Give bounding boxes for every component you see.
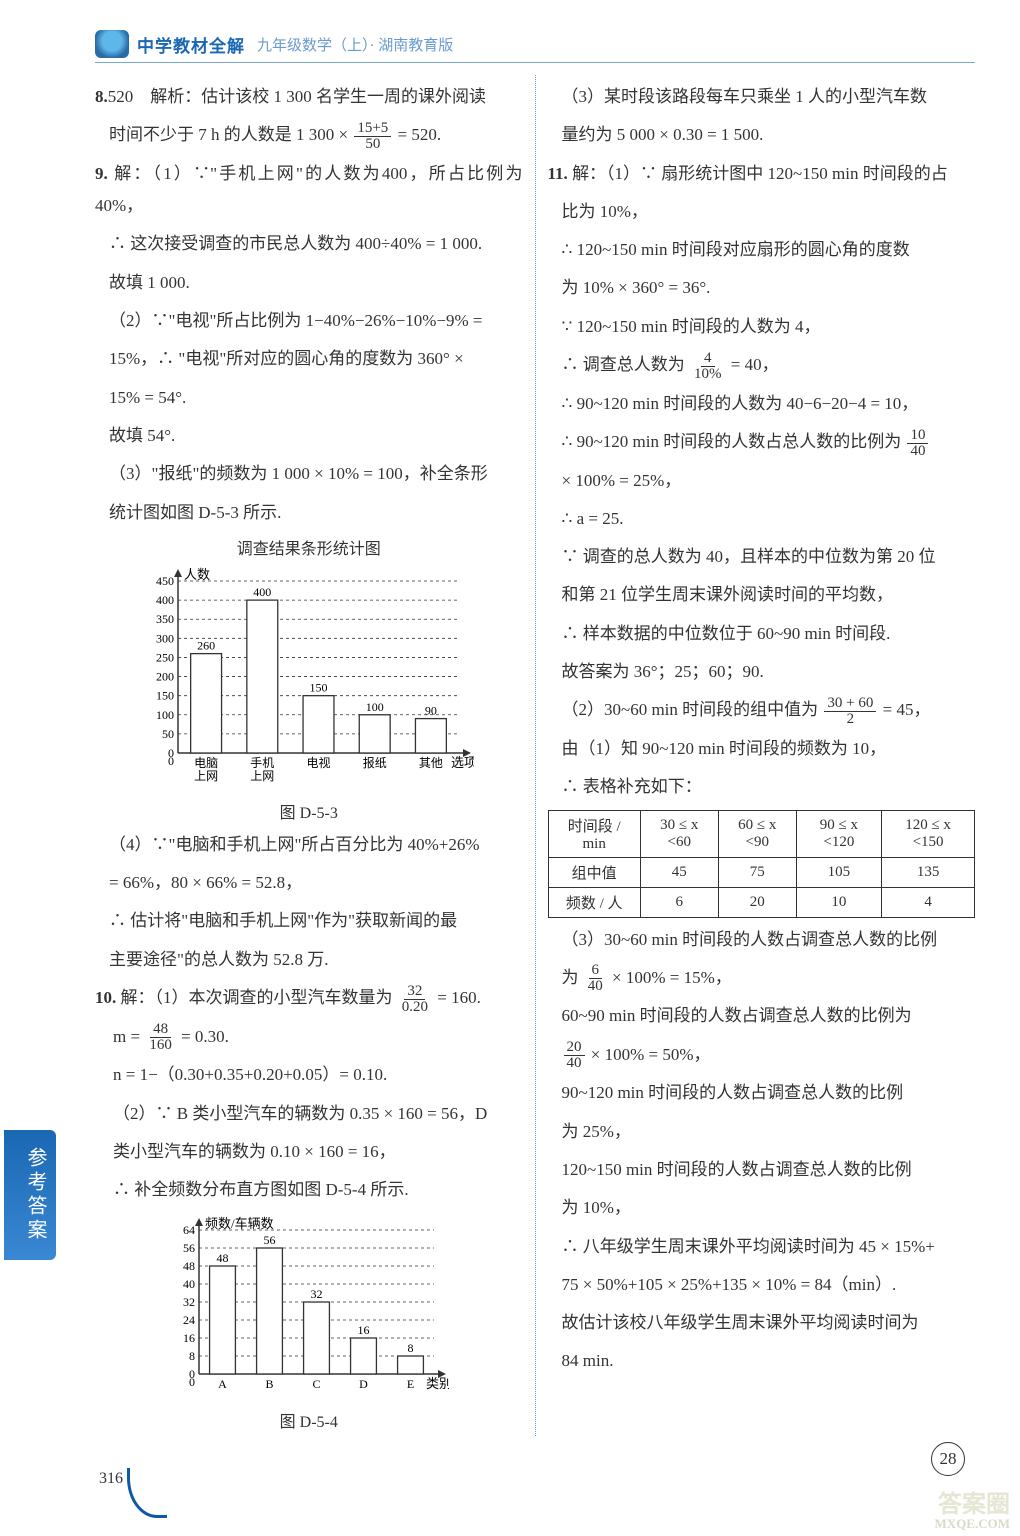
svg-text:上网: 上网	[250, 769, 274, 783]
page-number: 316	[95, 1468, 167, 1518]
svg-text:16: 16	[357, 1323, 369, 1337]
svg-text:350: 350	[156, 612, 174, 626]
column-divider	[535, 75, 536, 1436]
svg-text:A: A	[218, 1377, 227, 1391]
svg-text:0: 0	[168, 754, 174, 768]
svg-text:上网: 上网	[194, 769, 218, 783]
svg-text:32: 32	[183, 1295, 195, 1309]
svg-text:100: 100	[156, 708, 174, 722]
q11-label: 11.	[548, 164, 568, 183]
svg-text:其他: 其他	[419, 756, 443, 770]
svg-text:200: 200	[156, 669, 174, 683]
svg-text:8: 8	[189, 1349, 195, 1363]
header-title: 中学教材全解	[137, 32, 245, 57]
svg-text:56: 56	[183, 1241, 195, 1255]
q9-label: 9.	[95, 164, 108, 183]
svg-text:250: 250	[156, 650, 174, 664]
q8-text2: 时间不少于 7 h 的人数是 1 300 ×	[109, 125, 348, 144]
svg-text:400: 400	[156, 593, 174, 607]
svg-text:类别: 类别	[426, 1376, 449, 1391]
svg-text:电脑: 电脑	[194, 756, 218, 770]
svg-text:48: 48	[216, 1251, 228, 1265]
svg-text:40: 40	[183, 1277, 195, 1291]
bar-chart-1: 050100150200250300350400450人数选项260电脑上网40…	[95, 563, 523, 793]
svg-text:电视: 电视	[306, 755, 330, 770]
svg-text:选项: 选项	[451, 755, 474, 770]
svg-text:32: 32	[310, 1287, 322, 1301]
q8-label: 8.	[95, 87, 108, 106]
chart1-title: 调查结果条形统计图	[95, 535, 523, 559]
left-column: 8.520 解析：估计该校 1 300 名学生一周的课外阅读 时间不少于 7 h…	[95, 75, 523, 1436]
svg-text:人数: 人数	[184, 567, 210, 582]
chart1-caption: 图 D-5-3	[95, 799, 523, 823]
svg-text:报纸: 报纸	[362, 755, 386, 770]
svg-text:100: 100	[365, 700, 383, 714]
svg-text:手机: 手机	[250, 756, 274, 770]
svg-text:B: B	[265, 1377, 273, 1391]
svg-text:E: E	[407, 1377, 414, 1391]
svg-text:50: 50	[162, 727, 174, 741]
q10-label: 10.	[95, 988, 116, 1007]
svg-text:56: 56	[263, 1233, 275, 1247]
svg-text:150: 150	[309, 681, 327, 695]
watermark: 答案圈 MXQE.COM	[935, 1493, 1010, 1530]
svg-text:150: 150	[156, 689, 174, 703]
svg-text:8: 8	[407, 1341, 413, 1355]
header-subtitle: 九年级数学（上）· 湖南教育版	[257, 34, 453, 55]
bar-chart-2: 0816243240485664频数/车辆数类别48A56B32C16D8E0	[95, 1212, 523, 1402]
svg-text:16: 16	[183, 1331, 195, 1345]
q8-text: 解析：估计该校 1 300 名学生一周的课外阅读	[150, 87, 486, 106]
logo-icon	[95, 30, 129, 58]
svg-text:0: 0	[189, 1375, 195, 1389]
svg-text:48: 48	[183, 1259, 195, 1273]
svg-text:450: 450	[156, 574, 174, 588]
q8-answer: 520	[108, 87, 134, 106]
frequency-table: 时间段 / min 30 ≤ x <60 60 ≤ x <90 90 ≤ x <…	[548, 810, 976, 918]
svg-text:64: 64	[183, 1223, 195, 1237]
circle-page-number: 28	[931, 1442, 965, 1476]
side-tab: 参考答案	[4, 1130, 56, 1260]
svg-text:400: 400	[253, 585, 271, 599]
fraction: 15+550	[354, 121, 391, 152]
right-column: （3）某时段该路段每车只乘坐 1 人的小型汽车数 量约为 5 000 × 0.3…	[548, 75, 976, 1436]
svg-text:频数/车辆数: 频数/车辆数	[205, 1216, 274, 1231]
svg-text:D: D	[359, 1377, 368, 1391]
svg-text:90: 90	[425, 703, 437, 717]
page-header: 中学教材全解 九年级数学（上）· 湖南教育版	[95, 30, 975, 63]
chart2-caption: 图 D-5-4	[95, 1408, 523, 1432]
svg-text:300: 300	[156, 631, 174, 645]
svg-text:C: C	[312, 1377, 320, 1391]
svg-text:260: 260	[197, 638, 215, 652]
svg-text:24: 24	[183, 1313, 195, 1327]
